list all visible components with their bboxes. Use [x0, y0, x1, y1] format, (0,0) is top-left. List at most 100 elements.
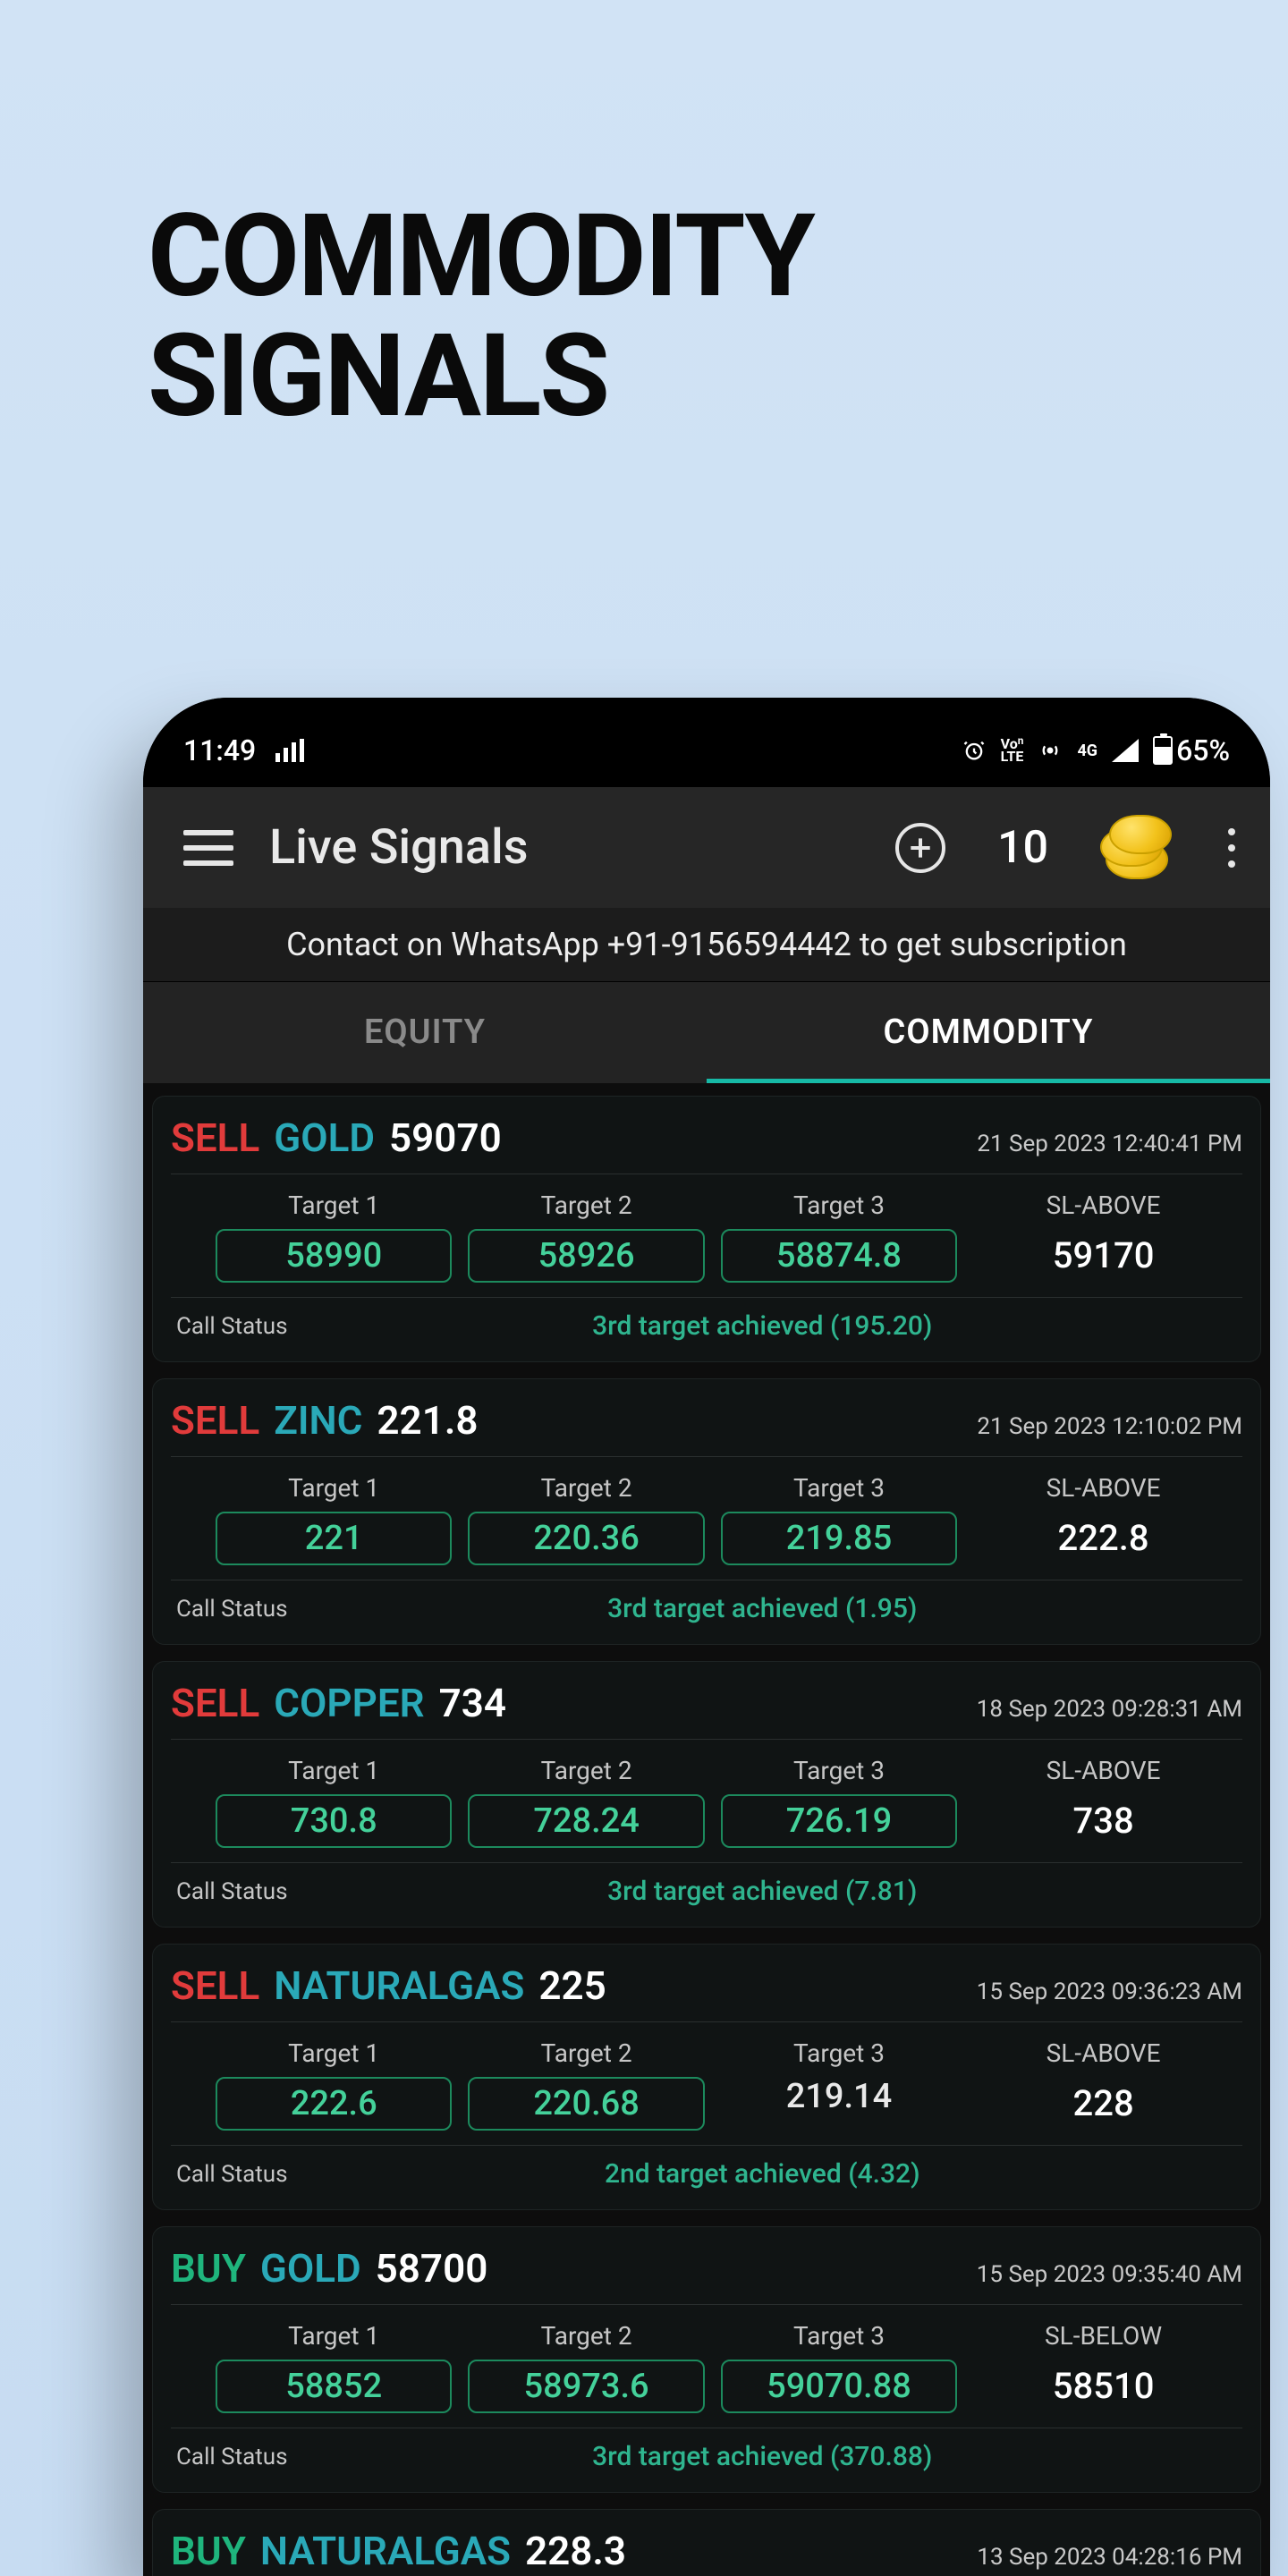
signal-symbol: NATURALGAS — [274, 1962, 524, 2009]
targets-row: Target 1222.6Target 2220.68Target 3219.1… — [171, 2022, 1242, 2146]
signal-action: SELL — [171, 1680, 259, 1726]
alarm-icon — [962, 738, 987, 763]
target3-value: 219.14 — [721, 2077, 957, 2116]
target2-label: Target 2 — [468, 1473, 704, 1503]
promo-title: COMMODITY SIGNALS — [148, 197, 814, 437]
signal-timestamp: 18 Sep 2023 09:28:31 AM — [977, 1696, 1242, 1723]
signal-symbol: GOLD — [274, 1114, 375, 1161]
sl-value: 58510 — [973, 2360, 1233, 2412]
target1-value: 222.6 — [216, 2077, 452, 2131]
volte-icon: VoⁿLTE — [1001, 738, 1024, 763]
call-status-label: Call Status — [176, 1313, 288, 1340]
sl-label: SL-ABOVE — [973, 1756, 1233, 1785]
subscription-banner: Contact on WhatsApp +91-9156594442 to ge… — [143, 908, 1270, 982]
signal-timestamp: 13 Sep 2023 04:28:16 PM — [977, 2544, 1242, 2571]
target3-label: Target 3 — [721, 1756, 957, 1785]
signal-price: 58700 — [376, 2245, 488, 2292]
signal-symbol: COPPER — [274, 1680, 424, 1726]
signal-action: SELL — [171, 1114, 259, 1161]
battery-percent: 65% — [1176, 733, 1230, 767]
targets-row: Target 1730.8Target 2728.24Target 3726.1… — [171, 1740, 1242, 1863]
app-bar: Live Signals 10 — [143, 787, 1270, 908]
signal-price: 225 — [538, 1962, 606, 2009]
tab-equity[interactable]: EQUITY — [143, 982, 707, 1083]
signal-card[interactable]: SELL COPPER 734 18 Sep 2023 09:28:31 AM Targ… — [152, 1661, 1261, 1928]
target3-label: Target 3 — [721, 1473, 957, 1503]
phone-frame: 11:49 VoⁿLTE 4G 65% Live Signal — [143, 698, 1270, 2576]
cell-signal-icon — [1112, 739, 1139, 762]
signal-action: SELL — [171, 1397, 259, 1444]
signal-card[interactable]: SELL NATURALGAS 225 15 Sep 2023 09:36:23 AM… — [152, 1944, 1261, 2210]
signal-header: SELL COPPER 734 18 Sep 2023 09:28:31 AM — [171, 1680, 1242, 1740]
signal-timestamp: 21 Sep 2023 12:40:41 PM — [977, 1131, 1242, 1157]
battery-icon: 65% — [1153, 733, 1230, 767]
sl-value: 228 — [973, 2077, 1233, 2130]
target1-label: Target 1 — [216, 1473, 452, 1503]
signal-timestamp: 15 Sep 2023 09:36:23 AM — [977, 1979, 1242, 2005]
target1-value: 58990 — [216, 1229, 452, 1283]
call-status-value: 2nd target achieved (4.32) — [288, 2158, 1237, 2190]
overflow-menu-button[interactable] — [1218, 828, 1245, 868]
signal-action: BUY — [171, 2528, 246, 2574]
target2-label: Target 2 — [468, 1756, 704, 1785]
signal-price: 59070 — [389, 1114, 502, 1161]
status-row: Call Status3rd target achieved (7.81) — [171, 1863, 1242, 1912]
sl-label: SL-ABOVE — [973, 1191, 1233, 1220]
signals-list[interactable]: SELL GOLD 59070 21 Sep 2023 12:40:41 PM Targ… — [143, 1083, 1270, 2576]
status-bar: 11:49 VoⁿLTE 4G 65% — [143, 698, 1270, 787]
targets-row: Target 1 58990 Target 2 58926 Target 3 58874.… — [171, 1174, 1242, 1298]
title-line-1: COMMODITY — [148, 197, 814, 317]
target2-value: 58973.6 — [468, 2360, 704, 2413]
status-time: 11:49 — [183, 733, 256, 767]
hotspot-icon — [1038, 738, 1063, 763]
menu-button[interactable] — [183, 830, 233, 866]
signal-price: 221.8 — [377, 1397, 478, 1444]
target1-label: Target 1 — [216, 1756, 452, 1785]
status-row: Call Status2nd target achieved (4.32) — [171, 2146, 1242, 2195]
target1-value: 221 — [216, 1512, 452, 1565]
target2-value: 58926 — [468, 1229, 704, 1283]
coins-icon[interactable] — [1100, 817, 1175, 879]
target3-label: Target 3 — [721, 1191, 957, 1220]
signal-symbol: ZINC — [274, 1397, 362, 1444]
signal-header: SELL GOLD 59070 21 Sep 2023 12:40:41 PM — [171, 1114, 1242, 1174]
signal-card[interactable]: BUY NATURALGAS 228.3 13 Sep 2023 04:28:16 P… — [152, 2509, 1261, 2576]
target2-value: 220.68 — [468, 2077, 704, 2131]
status-row: Call Status3rd target achieved (1.95) — [171, 1580, 1242, 1630]
target3-value: 58874.8 — [721, 1229, 957, 1283]
target3-label: Target 3 — [721, 2038, 957, 2068]
signal-symbol: NATURALGAS — [260, 2528, 511, 2574]
add-button[interactable] — [895, 823, 945, 873]
network-4g-icon: 4G — [1077, 741, 1097, 760]
signal-header: SELL ZINC 221.8 21 Sep 2023 12:10:02 PM — [171, 1397, 1242, 1457]
sl-label: SL-ABOVE — [973, 2038, 1233, 2068]
target2-label: Target 2 — [468, 1191, 704, 1220]
target2-value: 220.36 — [468, 1512, 704, 1565]
target2-label: Target 2 — [468, 2038, 704, 2068]
signal-price: 228.3 — [525, 2528, 626, 2574]
tab-commodity[interactable]: COMMODITY — [707, 982, 1270, 1083]
signal-card[interactable]: BUYGOLD5870015 Sep 2023 09:35:40 AMTarge… — [152, 2226, 1261, 2493]
target1-value: 58852 — [216, 2360, 452, 2413]
signal-card[interactable]: SELL GOLD 59070 21 Sep 2023 12:40:41 PM Targ… — [152, 1096, 1261, 1362]
app-title: Live Signals — [269, 819, 529, 876]
target1-label: Target 1 — [216, 1191, 452, 1220]
call-status-label: Call Status — [176, 2444, 288, 2470]
target1-label: Target 1 — [216, 2321, 452, 2351]
target3-value: 219.85 — [721, 1512, 957, 1565]
signal-timestamp: 21 Sep 2023 12:10:02 PM — [977, 1413, 1242, 1440]
sl-label: SL-BELOW — [973, 2321, 1233, 2351]
signal-symbol: GOLD — [260, 2245, 361, 2292]
targets-row: Target 1221Target 2220.36Target 3219.85S… — [171, 1457, 1242, 1580]
signal-action: SELL — [171, 1962, 259, 2009]
signal-price: 734 — [439, 1680, 506, 1726]
call-status-label: Call Status — [176, 1596, 288, 1623]
title-line-2: SIGNALS — [148, 317, 814, 436]
sl-value: 59170 — [973, 1229, 1233, 1282]
signal-action: BUY — [171, 2245, 246, 2292]
call-status-value: 3rd target achieved (7.81) — [288, 1876, 1237, 1907]
signal-header: SELL NATURALGAS 225 15 Sep 2023 09:36:23 AM — [171, 1962, 1242, 2022]
status-row: Call Status3rd target achieved (195.20) — [171, 1298, 1242, 1347]
tab-bar: EQUITY COMMODITY — [143, 982, 1270, 1083]
signal-card[interactable]: SELL ZINC 221.8 21 Sep 2023 12:10:02 PM Targ… — [152, 1378, 1261, 1645]
